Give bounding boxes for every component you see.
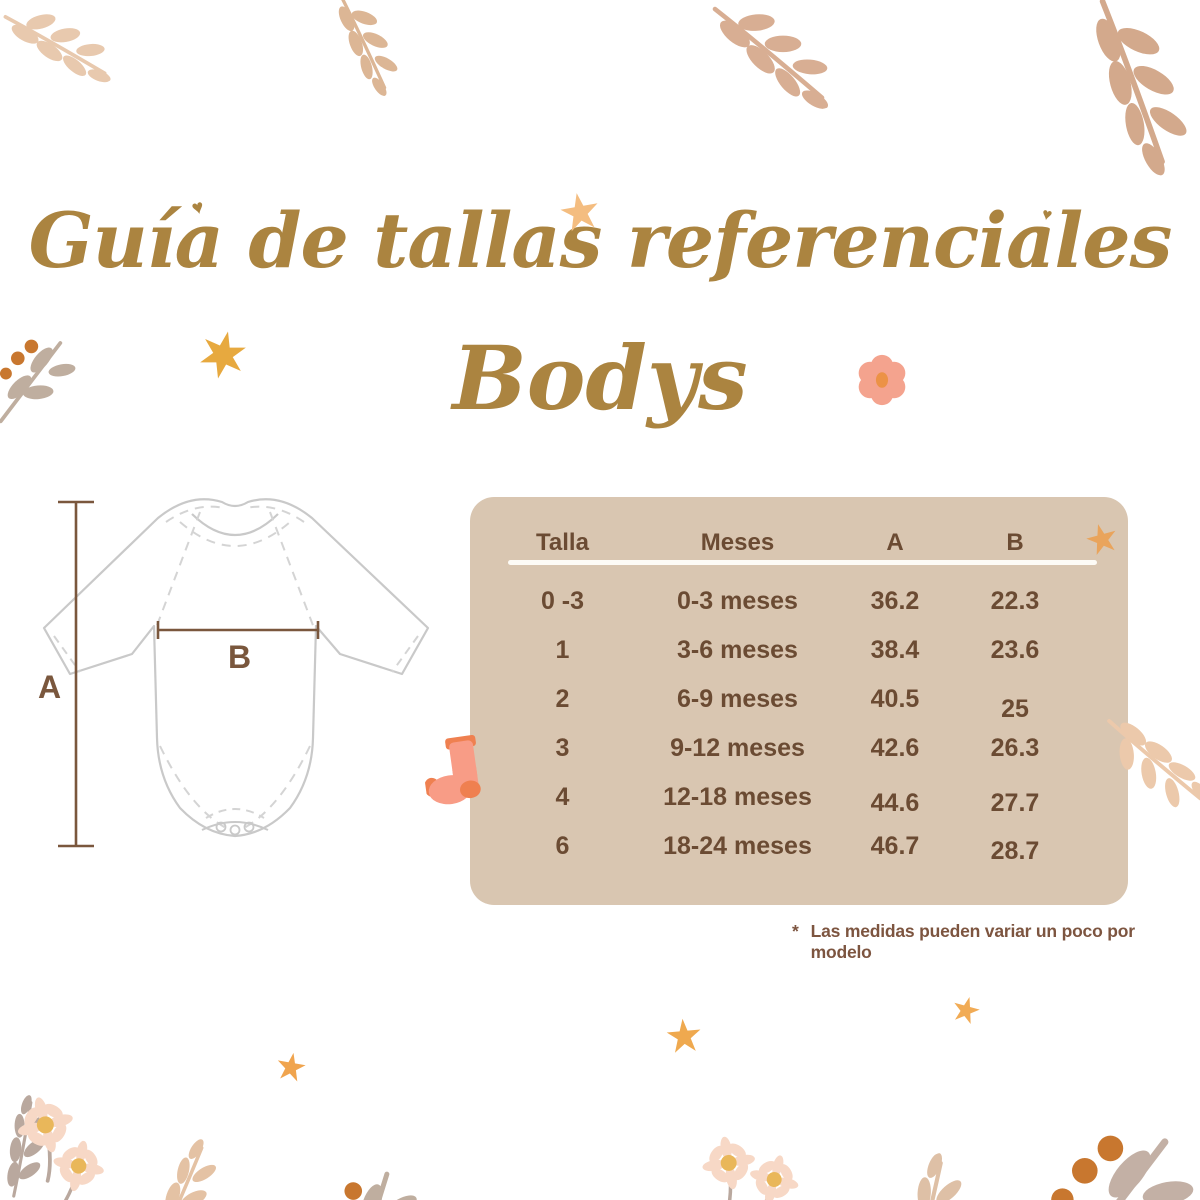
- header-b: B: [1006, 528, 1024, 556]
- size-table: Talla Meses A B 0 -3 0-3 meses 36.2 22.3…: [470, 497, 1128, 905]
- leaf-branch-icon: [703, 0, 842, 132]
- table-row: 4 12-18 meses 44.6 27.7: [555, 783, 1040, 817]
- table-row: 1 3-6 meses 38.4 23.6: [555, 636, 1040, 664]
- measure-b: [156, 621, 320, 639]
- star-icon: [558, 189, 602, 233]
- leaf-branch-icon: [320, 0, 412, 99]
- star-icon: [1083, 520, 1121, 557]
- header-a: A: [886, 528, 904, 556]
- table-row: 2 6-9 meses 40.5 25: [555, 685, 1029, 723]
- baby-sock-icon: [419, 734, 484, 808]
- header-talla: Talla: [536, 528, 589, 556]
- leaf-branch-icon: [860, 1147, 996, 1200]
- header-divider: [508, 560, 1097, 565]
- label-b: B: [228, 639, 251, 675]
- header-meses: Meses: [700, 528, 775, 556]
- footnote: * Las medidas pueden variar un poco por …: [792, 921, 1200, 963]
- measure-a: [58, 500, 94, 848]
- leaf-branch-icon: [1100, 715, 1200, 815]
- star-icon: [197, 327, 249, 383]
- flower-icon: [858, 354, 906, 406]
- star-icon: [274, 1050, 308, 1083]
- star-icon: [665, 1017, 703, 1054]
- table-row: 0 -3 0-3 meses 36.2 22.3: [540, 587, 1040, 615]
- label-a: A: [38, 669, 61, 705]
- table-row: 6 18-24 meses 46.7 28.7: [555, 832, 1040, 865]
- leaf-branch-icon: [0, 0, 122, 114]
- bodysuit-outline: [42, 498, 430, 838]
- table-header-row: Talla Meses A B: [470, 520, 1128, 562]
- footnote-asterisk: *: [792, 921, 799, 941]
- footnote-text: Las medidas pueden variar un poco por mo…: [810, 921, 1135, 962]
- berry-branch-icon: [299, 1145, 448, 1200]
- bodysuit-diagram: A B: [38, 498, 430, 848]
- page-title: Guía de tallas referenciales: [28, 196, 1173, 285]
- star-icon: [950, 993, 983, 1026]
- berry-branch-icon: [0, 337, 79, 424]
- leaf-branch-icon: [133, 1136, 234, 1200]
- leaf-branch-icon: [1050, 0, 1200, 181]
- berry-branch-icon: [1040, 1110, 1200, 1200]
- page-subtitle: Bodys: [452, 326, 748, 430]
- table-row: 3 9-12 meses 42.6 26.3: [555, 734, 1040, 762]
